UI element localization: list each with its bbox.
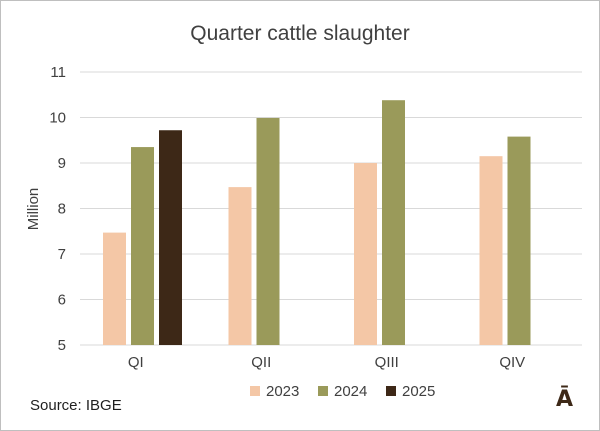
y-tick-label: 7 — [58, 246, 66, 263]
x-tick-label: QII — [251, 354, 271, 371]
bar-qiv-2023 — [479, 156, 503, 345]
bar-qi-2023 — [103, 232, 126, 345]
y-axis-title: Million — [25, 188, 42, 231]
y-tick-label: 9 — [58, 155, 66, 172]
bar-qii-2024 — [256, 117, 280, 345]
chart-title: Quarter cattle slaughter — [190, 22, 409, 45]
x-tick-label: QIV — [499, 354, 525, 371]
source-note: Source: IBGE — [30, 397, 122, 414]
bar-qi-2025 — [159, 130, 182, 345]
legend-swatch-2024 — [318, 386, 328, 396]
bar-qiii-2024 — [382, 100, 405, 346]
y-tick-labels: 5 6 7 8 9 10 11 — [49, 64, 66, 354]
y-tick-label: 11 — [50, 64, 66, 81]
x-tick-labels: QI QII QIII QIV — [128, 354, 525, 371]
legend-label-2025: 2025 — [402, 383, 435, 400]
bars — [103, 100, 531, 346]
bar-qii-2023 — [228, 187, 252, 345]
gridlines — [80, 71, 582, 346]
y-tick-label: 10 — [49, 110, 66, 127]
y-tick-label: 8 — [58, 201, 66, 218]
bar-qiii-2023 — [354, 163, 377, 345]
brand-logo: Ā — [556, 386, 573, 412]
bar-qi-2024 — [131, 147, 154, 345]
y-tick-label: 5 — [58, 337, 66, 354]
legend-swatch-2025 — [386, 386, 396, 396]
legend-swatch-2023 — [250, 386, 260, 396]
x-tick-label: QIII — [375, 354, 399, 371]
y-tick-label: 6 — [58, 292, 66, 309]
legend: 2023 2024 2025 — [250, 383, 435, 400]
x-tick-label: QI — [128, 354, 144, 371]
legend-label-2023: 2023 — [266, 383, 299, 400]
legend-label-2024: 2024 — [334, 383, 367, 400]
bar-qiv-2024 — [507, 136, 531, 345]
